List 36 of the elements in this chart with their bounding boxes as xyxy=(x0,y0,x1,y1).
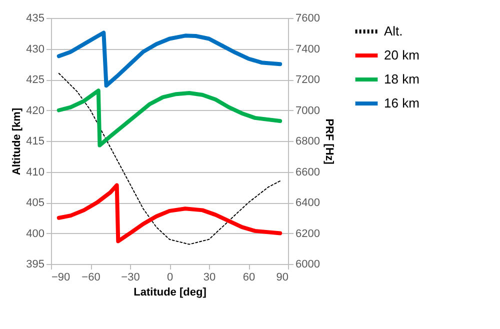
x-tick-label: 90 xyxy=(276,272,288,284)
y2-tick-label: 7000 xyxy=(296,104,320,117)
line-series xyxy=(56,88,282,148)
y2-tick-label: 7600 xyxy=(296,12,320,24)
y2-tick-label: 7200 xyxy=(296,74,320,86)
y2-tick-label: 6200 xyxy=(296,228,320,240)
legend-label: Alt. xyxy=(384,24,403,38)
x-axis-title: Latitude [deg] xyxy=(134,286,207,298)
y2-tick-label: 7400 xyxy=(296,43,320,56)
y2-tick-label: 6600 xyxy=(296,166,320,178)
y-tick-label: 425 xyxy=(26,74,44,86)
legend-label: 16 km xyxy=(384,96,420,110)
x-tick-label: −90 xyxy=(52,272,70,284)
line-series xyxy=(56,30,282,88)
y-axis-title: Altitude [km] xyxy=(11,108,24,176)
y-tick-label: 395 xyxy=(26,258,44,270)
line-series xyxy=(56,183,282,244)
y2-axis-title: PRF [Hz] xyxy=(322,118,335,165)
y2-tick-label: 6800 xyxy=(296,136,320,148)
y-tick-label: 430 xyxy=(26,43,44,56)
x-tick-label: 0 xyxy=(166,272,174,284)
x-tick-label: −30 xyxy=(121,272,140,284)
legend-label: 18 km xyxy=(384,72,420,86)
y-tick-label: 415 xyxy=(26,136,44,148)
line-series xyxy=(58,72,281,245)
x-tick-label: −60 xyxy=(82,272,100,284)
y-tick-label: 400 xyxy=(26,228,44,240)
y-tick-label: 420 xyxy=(26,104,44,117)
y-tick-label: 405 xyxy=(26,197,44,209)
legend-label: 20 km xyxy=(384,48,420,62)
y2-tick-label: 6400 xyxy=(296,197,320,209)
y-tick-label: 435 xyxy=(26,12,44,24)
y2-tick-label: 6000 xyxy=(296,258,320,270)
x-tick-label: 30 xyxy=(203,272,216,284)
y-tick-label: 410 xyxy=(26,166,44,178)
x-tick-label: 60 xyxy=(242,272,256,284)
